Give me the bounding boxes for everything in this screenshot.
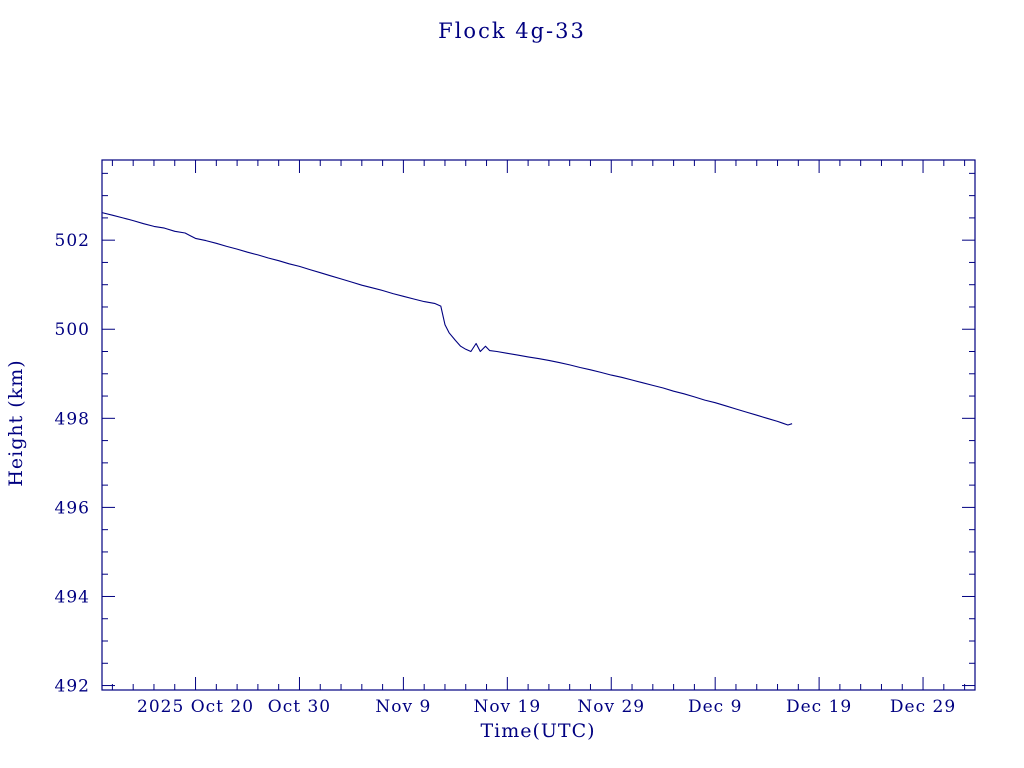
y-tick-label: 500 xyxy=(55,320,90,340)
plot-border xyxy=(101,159,976,691)
height-series-line xyxy=(101,212,793,426)
chart-title: Flock 4g-33 xyxy=(438,19,586,43)
y-tick-label: 494 xyxy=(55,587,90,607)
y-axis-label: Height (km) xyxy=(5,359,27,486)
x-tick-label: Nov 29 xyxy=(577,697,645,717)
x-tick-label: Dec 19 xyxy=(786,697,852,717)
x-axis-label: Time(UTC) xyxy=(480,720,595,742)
y-tick-label: 498 xyxy=(55,409,90,429)
x-tick-label: Dec 29 xyxy=(890,697,956,717)
y-tick-label: 502 xyxy=(55,231,90,251)
y-tick-label: 492 xyxy=(55,677,90,697)
x-tick-label: Oct 30 xyxy=(268,697,331,717)
y-tick-label: 496 xyxy=(55,498,90,518)
x-tick-label: Nov 19 xyxy=(473,697,541,717)
x-tick-label: Nov 9 xyxy=(375,697,431,717)
x-tick-label: Dec 9 xyxy=(688,697,742,717)
plot-area: 492 494 496 498 500 502 2025 Oct 20 Oct 30 Nov 9… xyxy=(55,159,976,717)
x-tick-label: 2025 Oct 20 xyxy=(137,697,254,717)
